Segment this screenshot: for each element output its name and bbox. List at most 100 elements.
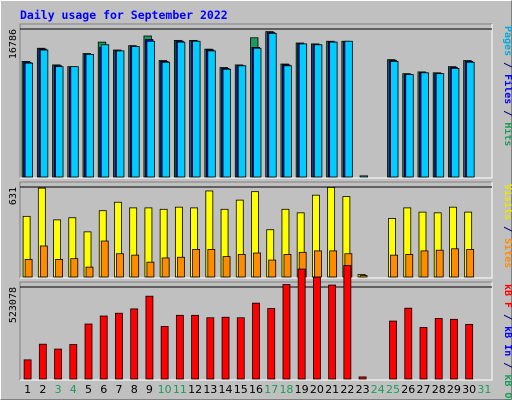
- bar-top-pages-19: [298, 43, 308, 178]
- bar-bot-kb-f-9: [145, 295, 154, 380]
- bar-top-pages-21: [329, 41, 338, 178]
- bar-top-pages-25: [390, 61, 399, 178]
- bar-mid-sites-16: [253, 252, 261, 278]
- bar-mid-sites-9: [146, 261, 155, 278]
- legend-entry-mid-0: Visits: [502, 184, 512, 220]
- bar-mid-sites-20: [314, 250, 322, 278]
- bar-top-pages-9: [146, 40, 155, 178]
- bar-top-pages-2: [39, 49, 49, 178]
- bar-top-pages-11: [176, 41, 186, 178]
- bar-mid-sites-3: [55, 258, 63, 278]
- bar-bot-kb-f-25: [389, 320, 397, 380]
- plot-border-dark-mid: [19, 181, 492, 278]
- x-tick-label-6: 6: [100, 383, 107, 396]
- bar-top-pages-17: [268, 32, 277, 178]
- bar-mid-sites-4: [70, 258, 79, 278]
- plot-border-light-mid: [20, 182, 493, 279]
- bar-top-pages-5: [85, 53, 94, 178]
- y-max-label-mid: 631: [8, 187, 19, 205]
- bar-mid-sites-15: [237, 254, 246, 278]
- bar-bot-kb-f-20: [313, 276, 321, 380]
- bar-top-pages-12: [192, 40, 201, 178]
- bar-bot-kb-f-1: [23, 359, 32, 380]
- bar-bot-kb-f-26: [404, 307, 413, 380]
- bar-bot-kb-f-14: [221, 316, 230, 380]
- x-tick-label-17: 17: [264, 383, 278, 396]
- x-tick-label-5: 5: [85, 383, 92, 396]
- legend-entry-mid-2: Sites: [502, 238, 512, 268]
- x-tick-label-22: 22: [340, 383, 354, 396]
- bar-bot-kb-f-27: [419, 327, 428, 380]
- bar-mid-sites-14: [222, 256, 231, 278]
- bar-bot-kb-f-30: [465, 323, 474, 380]
- bar-bot-kb-f-7: [115, 312, 123, 380]
- bar-bot-kb-f-10: [160, 326, 169, 380]
- bar-top-pages-13: [207, 50, 216, 178]
- x-tick-label-24: 24: [371, 383, 385, 396]
- legend-entry-top-4: Hits: [502, 122, 512, 146]
- plot-border-dark-top: [19, 23, 492, 178]
- x-tick-label-20: 20: [310, 383, 324, 396]
- x-tick-label-25: 25: [386, 383, 400, 396]
- x-tick-label-1: 1: [24, 383, 31, 396]
- bar-bot-kb-f-19: [297, 268, 306, 380]
- legend-entry-bot-3: /: [502, 356, 512, 374]
- legend-entry-mid-1: /: [502, 220, 512, 238]
- bar-mid-sites-29: [451, 248, 459, 278]
- x-tick-label-11: 11: [173, 383, 187, 396]
- bar-top-pages-8: [131, 46, 140, 178]
- bar-top-pages-4: [70, 66, 79, 178]
- bar-mid-sites-11: [176, 256, 185, 278]
- x-tick-label-23: 23: [356, 383, 370, 396]
- x-tick-label-14: 14: [219, 383, 233, 396]
- bar-bot-kb-f-16: [252, 302, 260, 380]
- legend-entry-bot-0: kB F: [502, 284, 512, 308]
- bar-bot-kb-f-2: [38, 343, 47, 380]
- x-tick-label-4: 4: [70, 383, 77, 396]
- bar-top-pages-20: [314, 44, 323, 178]
- plot-border-light-top: [20, 24, 493, 179]
- side-legend-mid: Visits / Sites: [502, 184, 512, 268]
- x-tick-label-8: 8: [131, 383, 138, 396]
- bar-bot-kb-f-22: [343, 265, 352, 380]
- bar-top-pages-7: [116, 50, 125, 178]
- bar-mid-sites-8: [131, 254, 140, 278]
- legend-entry-top-0: Pages: [502, 26, 512, 56]
- bar-mid-sites-5: [85, 266, 94, 278]
- bar-mid-sites-12: [192, 249, 200, 278]
- bar-top-pages-15: [237, 65, 247, 178]
- side-legend-top: Pages / Files / Hits: [502, 26, 512, 146]
- x-tick-label-27: 27: [416, 383, 430, 396]
- legend-entry-bot-1: /: [502, 308, 512, 326]
- plot-border-dark-bot: [19, 281, 492, 380]
- y-max-label-top: 16786: [8, 29, 19, 59]
- x-tick-label-29: 29: [447, 383, 461, 396]
- x-tick-label-31: 31: [477, 383, 491, 396]
- bar-top-pages-26: [405, 74, 414, 178]
- x-tick-label-2: 2: [39, 383, 46, 396]
- bar-bot-kb-f-21: [328, 284, 337, 380]
- bar-mid-sites-13: [207, 249, 216, 278]
- bar-mid-sites-10: [161, 257, 170, 278]
- y-max-label-bot: 523078: [8, 287, 19, 323]
- bar-mid-sites-27: [420, 250, 429, 278]
- bar-top-pages-28: [435, 73, 445, 178]
- bar-mid-sites-17: [268, 259, 277, 278]
- x-tick-label-7: 7: [115, 383, 122, 396]
- legend-entry-bot-2: kB In: [502, 326, 512, 356]
- bar-bot-kb-f-13: [206, 317, 215, 380]
- bar-mid-sites-28: [435, 249, 444, 278]
- bar-top-pages-6: [100, 44, 110, 178]
- bar-mid-sites-26: [405, 254, 414, 278]
- x-tick-label-28: 28: [432, 383, 446, 396]
- bar-bot-kb-f-18: [282, 284, 291, 380]
- bar-bot-kb-f-8: [130, 308, 139, 380]
- legend-entry-bot-4: kB Out: [502, 374, 512, 400]
- bar-mid-sites-21: [329, 250, 338, 278]
- bar-mid-sites-18: [283, 254, 292, 278]
- x-tick-label-10: 10: [158, 383, 172, 396]
- x-tick-label-19: 19: [295, 383, 309, 396]
- bar-mid-sites-6: [100, 240, 109, 278]
- bar-top-pages-27: [420, 72, 429, 178]
